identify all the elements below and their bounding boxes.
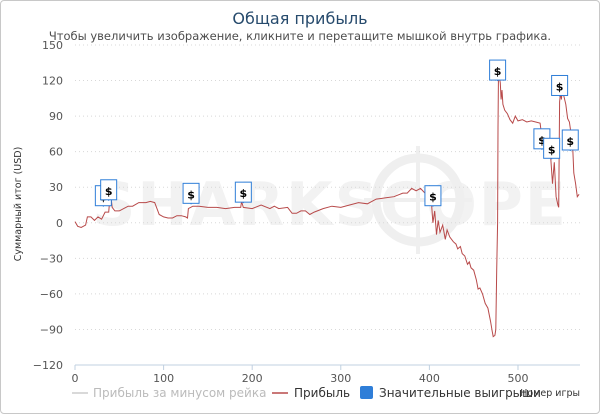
y-tick-label: 150 — [42, 39, 63, 52]
dollar-icon: $ — [187, 188, 195, 201]
big-win-marker-box — [551, 74, 569, 96]
legend-item-profit[interactable]: Прибыль — [294, 386, 350, 400]
x-tick-label: 0 — [72, 372, 79, 385]
big-win-marker[interactable]: $ — [551, 74, 569, 97]
big-win-marker[interactable]: $ — [489, 59, 507, 82]
x-tick-label: 200 — [242, 372, 263, 385]
dollar-icon: $ — [538, 134, 546, 147]
dollar-icon: $ — [429, 191, 437, 204]
y-tick-label: −60 — [40, 288, 63, 301]
big-win-marker[interactable]: $ — [234, 181, 252, 204]
dollar-icon: $ — [556, 80, 564, 93]
big-win-marker-box — [543, 137, 561, 159]
big-win-marker-box — [489, 59, 507, 81]
x-axis-title: Номер игры — [520, 388, 580, 399]
dollar-icon: $ — [105, 185, 113, 198]
legend-item-big-wins[interactable]: Значительные выигрыши — [379, 386, 541, 400]
big-win-marker[interactable]: $ — [182, 182, 200, 205]
y-tick-label: −120 — [33, 359, 63, 372]
chart-subtitle: Чтобы увеличить изображение, кликните и … — [48, 29, 552, 43]
big-win-marker[interactable]: $ — [561, 129, 579, 151]
x-tick-label: 400 — [419, 372, 440, 385]
y-tick-label: 60 — [49, 146, 63, 159]
chart-title: Общая прибыль — [232, 9, 368, 28]
big-win-marker-box — [100, 179, 118, 201]
big-win-marker[interactable]: $ — [543, 137, 561, 160]
dollar-icon: $ — [494, 65, 502, 78]
big-win-marker[interactable]: $ — [100, 179, 118, 201]
y-tick-label: 0 — [56, 217, 63, 230]
x-tick-label: 300 — [330, 372, 351, 385]
big-win-marker-box — [182, 182, 200, 204]
x-tick-label: 500 — [507, 372, 528, 385]
dollar-icon: $ — [240, 187, 248, 200]
y-tick-label: 30 — [49, 181, 63, 194]
legend: Прибыль за минусом рейка Прибыль Значите… — [72, 386, 541, 400]
watermark: SHARKSCOPE — [92, 170, 568, 240]
big-win-marker[interactable]: $ — [424, 185, 442, 207]
legend-item-net-profit[interactable]: Прибыль за минусом рейка — [93, 386, 266, 400]
x-tick-label: 100 — [153, 372, 174, 385]
big-win-marker-box — [561, 129, 579, 151]
dollar-icon: $ — [566, 135, 574, 148]
watermark-target-graphic — [364, 146, 472, 254]
big-win-marker-box — [424, 185, 442, 207]
big-win-marker-box — [234, 181, 252, 203]
y-tick-label: 90 — [49, 110, 63, 123]
dollar-icon: $ — [548, 143, 556, 156]
y-tick-label: −30 — [40, 252, 63, 265]
y-tick-label: 120 — [42, 75, 63, 88]
y-tick-label: −90 — [40, 323, 63, 336]
y-axis-title: Суммарный итог (USD) — [13, 147, 24, 262]
legend-symbol-big-wins — [360, 386, 373, 399]
